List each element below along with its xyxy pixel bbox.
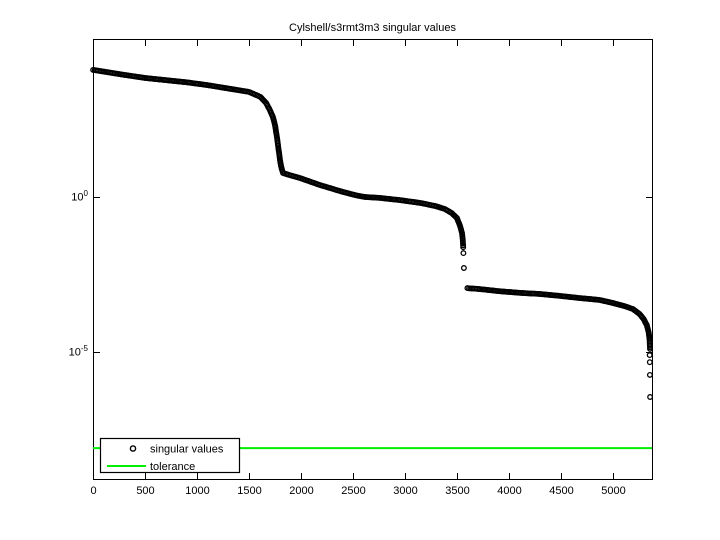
x-tick-label: 3500 [445,485,469,497]
y-tick-exponent: 0 [83,189,88,198]
data-point-marker [647,394,654,400]
chart-title: Cylshell/s3rmt3m3 singular values [289,22,456,34]
legend-marker-circle-icon [129,445,137,452]
y-tick-label-1e0: 100 [52,189,88,204]
plot-box [93,39,653,480]
x-tick-label: 4000 [497,485,521,497]
x-tick-label: 1500 [237,485,261,497]
x-tick-label: 3000 [393,485,417,497]
data-point-marker [646,371,653,378]
data-point-marker [460,244,467,251]
data-point-marker [647,345,653,352]
x-tick-label: 2000 [289,485,313,497]
x-tick-label: 5000 [601,485,625,497]
x-tick-label: 1000 [185,485,209,497]
data-point-marker [646,359,653,366]
x-tick-label: 0 [90,485,96,497]
y-tick-base: 10 [68,346,81,359]
data-point-marker [460,250,467,257]
data-point-marker [646,352,653,359]
y-tick-exponent: -5 [80,344,88,353]
legend-label-tolerance: tolerance [150,461,195,473]
x-tick-label: 2500 [341,485,365,497]
y-tick-base: 10 [71,191,84,204]
x-tick-label: 500 [136,485,154,497]
legend-label-singular-values: singular values [150,444,224,456]
data-point-marker [460,265,467,271]
x-tick-label: 4500 [549,485,573,497]
y-tick-label-1em5: 10-5 [52,344,88,359]
